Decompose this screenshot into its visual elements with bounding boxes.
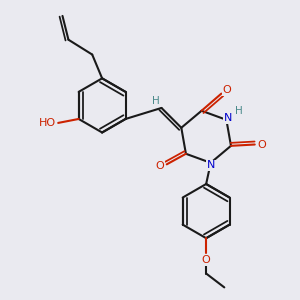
Text: HO: HO — [39, 118, 56, 128]
Text: O: O — [223, 85, 231, 95]
Text: H: H — [235, 106, 243, 116]
Text: O: O — [202, 255, 211, 265]
Text: H: H — [152, 96, 159, 106]
Text: N: N — [207, 160, 216, 170]
Text: O: O — [156, 161, 164, 171]
Text: O: O — [257, 140, 266, 149]
Text: N: N — [224, 113, 232, 123]
